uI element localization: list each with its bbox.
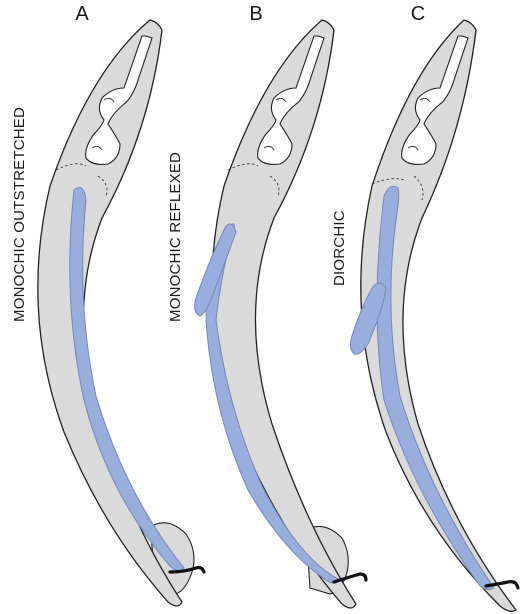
panel-b-pharynx	[257, 35, 325, 165]
panel-b-gonad-reflexed-limb	[194, 223, 237, 317]
panel-c-pharynx	[401, 35, 469, 165]
panel-c-spicule	[484, 580, 520, 590]
panel-b-letter: B	[249, 3, 262, 25]
panel-c-worm-body	[360, 19, 517, 612]
panel-a-spicule	[168, 565, 206, 574]
panel-b-worm-body	[211, 19, 357, 609]
panel-b: B MONOCHIC REFLEXED	[167, 3, 368, 609]
panel-a-nerve-ring	[55, 163, 108, 197]
panel-a-gonad	[69, 187, 185, 572]
panel-c-nerve-ring	[371, 175, 424, 201]
panel-a-label: MONOCHIC OUTSTRETCHED	[11, 107, 28, 322]
panel-c: C DIORCHIC	[331, 3, 520, 612]
panel-a-worm-body	[37, 19, 183, 607]
panel-b-spicule	[332, 572, 368, 584]
panel-c-letter: C	[411, 3, 425, 25]
panel-a: A MONOCHIC OUTSTRETCHED	[11, 3, 206, 607]
panel-c-gonad-anterior	[376, 185, 495, 591]
panel-a-letter: A	[75, 3, 89, 25]
panel-c-gonad-posterior	[349, 282, 387, 355]
panel-a-pharynx	[85, 35, 153, 165]
panel-c-label: DIORCHIC	[331, 210, 348, 286]
panel-b-nerve-ring	[227, 163, 280, 197]
panel-b-label: MONOCHIC REFLEXED	[167, 152, 184, 322]
